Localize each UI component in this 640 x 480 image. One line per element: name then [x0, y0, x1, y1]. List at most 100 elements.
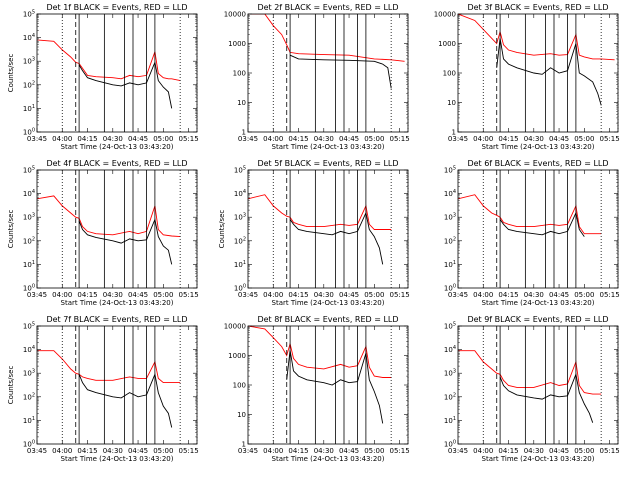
y-tick-label: 100 [23, 128, 35, 137]
x-tick-label: 04:00 [263, 447, 283, 455]
events-series-line [289, 54, 392, 89]
y-tick-label: 102 [23, 236, 35, 245]
panel-title: Det 7f BLACK = Events, RED = LLD [46, 315, 187, 324]
plot-frame [247, 13, 409, 133]
y-tick-label: 100 [444, 440, 456, 449]
y-tick-label: 105 [444, 166, 456, 175]
plot-frame [457, 13, 619, 133]
x-axis-title: Start Time (24-Oct-13 03:43:20) [482, 143, 595, 151]
x-tick-label: 05:15 [599, 135, 619, 143]
plot-frame [457, 169, 619, 289]
y-tick-label: 104 [23, 189, 35, 198]
x-tick-label: 04:30 [103, 447, 123, 455]
x-tick-label: 05:15 [389, 291, 409, 299]
y-tick-label: 10000 [224, 11, 246, 19]
y-tick-label: 1000 [438, 40, 456, 48]
x-tick-label: 03:45 [448, 135, 468, 143]
panel-6: Det 6f BLACK = Events, RED = LLD 03:45 04:… [444, 159, 620, 307]
x-tick-label: 04:45 [339, 447, 359, 455]
y-tick-label: 104 [234, 189, 246, 198]
plot-frame [457, 325, 619, 445]
x-tick-label: 04:30 [524, 447, 544, 455]
x-tick-label: 04:45 [128, 291, 148, 299]
y-tick-label: 105 [444, 322, 456, 331]
x-axis-title: Start Time (24-Oct-13 03:43:20) [61, 455, 174, 463]
y-tick-label: 103 [234, 213, 246, 222]
x-tick-label: 05:00 [574, 291, 594, 299]
x-tick-label: 03:45 [448, 447, 468, 455]
x-axis-title: Start Time (24-Oct-13 03:43:20) [272, 299, 385, 307]
plot-frame [247, 325, 409, 445]
panel-title: Det 9f BLACK = Events, RED = LLD [467, 315, 608, 324]
x-tick-label: 05:00 [364, 135, 384, 143]
x-tick-label: 05:15 [178, 447, 198, 455]
x-tick-label: 03:45 [448, 291, 468, 299]
panel-3: Det 3f BLACK = Events, RED = LLD 03:45 04:… [434, 3, 620, 151]
y-tick-label: 101 [23, 416, 35, 425]
events-series-line [286, 350, 384, 424]
x-tick-label: 05:00 [574, 447, 594, 455]
y-tick-label: 1 [242, 441, 246, 449]
events-series-line [78, 217, 173, 265]
x-axis-title: Start Time (24-Oct-13 03:43:20) [272, 143, 385, 151]
x-axis-title: Start Time (24-Oct-13 03:43:20) [482, 299, 595, 307]
y-axis-title: Counts/sec [7, 366, 15, 405]
x-tick-label: 05:00 [364, 447, 384, 455]
panel-title: Det 2f BLACK = Events, RED = LLD [257, 3, 398, 12]
plot-frame [36, 169, 198, 289]
y-axis-title: Counts/sec [218, 210, 226, 249]
events-series-line [78, 60, 173, 109]
y-tick-label: 103 [444, 369, 456, 378]
y-tick-label: 104 [23, 33, 35, 42]
y-tick-label: 105 [23, 10, 35, 19]
x-tick-label: 03:45 [238, 291, 258, 299]
y-tick-label: 10 [237, 411, 246, 419]
y-tick-label: 103 [23, 57, 35, 66]
panel-9: Det 9f BLACK = Events, RED = LLD 03:45 04:… [444, 315, 620, 463]
y-tick-label: 100 [233, 70, 246, 78]
x-tick-label: 04:45 [549, 135, 569, 143]
x-tick-label: 04:00 [473, 291, 493, 299]
x-tick-label: 04:30 [314, 291, 334, 299]
panel-title: Det 8f BLACK = Events, RED = LLD [257, 315, 398, 324]
x-tick-label: 03:45 [238, 447, 258, 455]
x-tick-label: 04:15 [77, 447, 97, 455]
x-axis-title: Start Time (24-Oct-13 03:43:20) [272, 455, 385, 463]
y-tick-label: 104 [23, 345, 35, 354]
x-tick-label: 04:15 [288, 135, 308, 143]
events-series-line [496, 38, 602, 106]
y-tick-label: 100 [23, 440, 35, 449]
y-tick-label: 102 [234, 236, 246, 245]
y-tick-label: 102 [444, 236, 456, 245]
x-tick-label: 03:45 [27, 447, 47, 455]
x-tick-label: 04:45 [128, 135, 148, 143]
panel-4: Det 4f BLACK = Events, RED = LLD 03:45 04:… [7, 159, 199, 307]
x-tick-label: 04:30 [524, 135, 544, 143]
y-tick-label: 103 [23, 213, 35, 222]
x-tick-label: 05:15 [178, 291, 198, 299]
y-tick-label: 102 [23, 392, 35, 401]
x-tick-label: 04:15 [498, 447, 518, 455]
y-tick-label: 103 [444, 213, 456, 222]
x-tick-label: 04:45 [549, 447, 569, 455]
y-tick-label: 1000 [228, 352, 246, 360]
x-tick-label: 04:30 [103, 291, 123, 299]
y-tick-label: 100 [444, 284, 456, 293]
y-tick-label: 10000 [434, 11, 456, 19]
y-tick-label: 100 [443, 70, 456, 78]
x-tick-label: 05:15 [599, 447, 619, 455]
y-tick-label: 1000 [228, 40, 246, 48]
x-tick-label: 04:30 [314, 447, 334, 455]
plot-frame [36, 325, 198, 445]
lld-series-line [248, 194, 392, 230]
y-tick-label: 10 [237, 99, 246, 107]
plot-frame [36, 13, 198, 133]
y-tick-label: 103 [23, 369, 35, 378]
y-tick-label: 105 [234, 166, 246, 175]
x-tick-label: 03:45 [27, 135, 47, 143]
x-tick-label: 05:00 [153, 447, 173, 455]
y-tick-label: 10 [447, 99, 456, 107]
y-axis-title: Counts/sec [7, 54, 15, 93]
x-tick-label: 04:15 [288, 447, 308, 455]
